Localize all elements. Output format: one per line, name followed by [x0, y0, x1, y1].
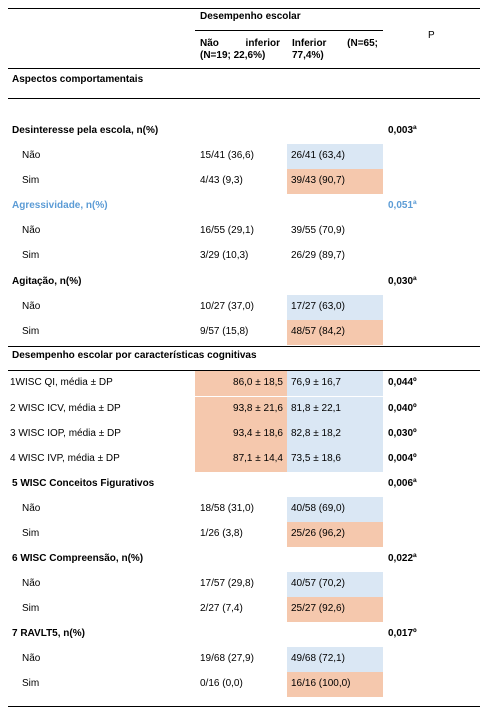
cell-bg	[287, 144, 383, 169]
cell: 19/68 (27,9)	[200, 653, 254, 664]
cell: 48/57 (84,2)	[291, 326, 345, 337]
cell: 9/57 (15,8)	[200, 326, 249, 337]
cell-bg	[287, 295, 383, 320]
rule	[8, 706, 480, 707]
row-label: Desinteresse pela escola, n(%)	[12, 125, 159, 136]
p-header: P	[428, 30, 435, 41]
p-value: 0,044º	[388, 377, 417, 388]
cell: 76,9 ± 16,7	[291, 377, 341, 388]
cell: 39/55 (70,9)	[291, 225, 345, 236]
col1-header: Não inferior (N=19; 22,6%)	[200, 38, 280, 61]
cell: 4/43 (9,3)	[200, 175, 243, 186]
cell-bg	[287, 647, 383, 672]
cell: 16/55 (29,1)	[200, 225, 254, 236]
group-header: Desempenho escolar	[200, 11, 301, 22]
cell: 82,8 ± 18,2	[291, 428, 341, 439]
cell-bg	[195, 397, 287, 422]
row-label: Agressividade, n(%)	[12, 200, 108, 211]
cell-bg	[287, 572, 383, 597]
cell: 40/58 (69,0)	[291, 503, 345, 514]
cell-bg	[287, 497, 383, 522]
row-label: Não	[22, 503, 41, 514]
cell: 17/27 (63,0)	[291, 301, 345, 312]
cell: 26/41 (63,4)	[291, 150, 345, 161]
section-header: Desempenho escolar por características c…	[12, 350, 257, 361]
col2-header: Inferior (N=65; 77,4%)	[292, 38, 378, 61]
rule	[8, 370, 480, 371]
cell: 16/16 (100,0)	[291, 678, 351, 689]
cell: 81,8 ± 22,1	[291, 403, 341, 414]
row-label: 2 WISC ICV, média ± DP	[10, 403, 121, 414]
row-label: 4 WISC IVP, média ± DP	[10, 453, 120, 464]
cell: 93,4 ± 18,6	[233, 428, 283, 439]
cell-bg	[287, 447, 383, 472]
rule	[195, 30, 383, 31]
cell-bg	[287, 320, 383, 345]
cell-bg	[195, 422, 287, 447]
rule	[8, 346, 480, 347]
cell: 10/27 (37,0)	[200, 301, 254, 312]
row-label: Sim	[22, 528, 40, 539]
cell: 86,0 ± 18,5	[233, 377, 283, 388]
p-value: 0,030ª	[388, 276, 417, 287]
row-label: Não	[22, 225, 41, 236]
p-value: 0,051ª	[388, 200, 417, 211]
cell-bg	[287, 371, 383, 396]
cell: 73,5 ± 18,6	[291, 453, 341, 464]
row-label: Sim	[22, 250, 40, 261]
rule	[8, 98, 480, 99]
p-value: 0,004º	[388, 453, 417, 464]
cell: 2/27 (7,4)	[200, 603, 243, 614]
cell: 49/68 (72,1)	[291, 653, 345, 664]
row-label: Sim	[22, 175, 40, 186]
cell: 1/26 (3,8)	[200, 528, 243, 539]
row-label: 6 WISC Compreensão, n(%)	[12, 553, 144, 564]
row-label: Não	[22, 578, 41, 589]
cell: 25/26 (96,2)	[291, 528, 345, 539]
p-value: 0,030º	[388, 428, 417, 439]
section-header: Aspectos comportamentais	[12, 74, 144, 85]
rule	[8, 8, 480, 9]
cell: 93,8 ± 21,6	[233, 403, 283, 414]
row-label: 3 WISC IOP, média ± DP	[10, 428, 121, 439]
cell: 40/57 (70,2)	[291, 578, 345, 589]
row-label: Agitação, n(%)	[12, 276, 82, 287]
cell: 18/58 (31,0)	[200, 503, 254, 514]
p-value: 0,022ª	[388, 553, 417, 564]
row-label: Sim	[22, 603, 40, 614]
row-label: 1WISC QI, média ± DP	[10, 377, 113, 388]
cell: 39/43 (90,7)	[291, 175, 345, 186]
cell: 26/29 (89,7)	[291, 250, 345, 261]
cell-bg	[195, 447, 287, 472]
cell-bg	[287, 169, 383, 194]
row-label: 7 RAVLT5, n(%)	[12, 628, 85, 639]
row-label: Não	[22, 301, 41, 312]
p-value: 0,017º	[388, 628, 417, 639]
cell-bg	[287, 397, 383, 422]
p-value: 0,006ª	[388, 478, 417, 489]
cell-bg	[287, 422, 383, 447]
cell-bg	[287, 672, 383, 697]
row-label: Não	[22, 150, 41, 161]
p-value: 0,003ª	[388, 125, 417, 136]
cell: 17/57 (29,8)	[200, 578, 254, 589]
row-label: Sim	[22, 326, 40, 337]
row-label: Sim	[22, 678, 40, 689]
cell: 25/27 (92,6)	[291, 603, 345, 614]
cell: 0/16 (0,0)	[200, 678, 243, 689]
cell-bg	[287, 597, 383, 622]
cell-bg	[195, 371, 287, 396]
rule	[8, 68, 480, 69]
row-label: Não	[22, 653, 41, 664]
cell: 87,1 ± 14,4	[233, 453, 283, 464]
cell-bg	[287, 522, 383, 547]
p-value: 0,040º	[388, 403, 417, 414]
row-label: 5 WISC Conceitos Figurativos	[12, 478, 155, 489]
cell: 15/41 (36,6)	[200, 150, 254, 161]
cell: 3/29 (10,3)	[200, 250, 249, 261]
